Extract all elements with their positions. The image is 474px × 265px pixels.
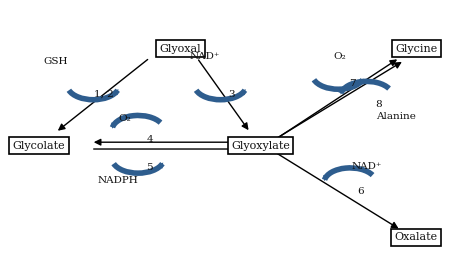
Text: 6: 6 <box>357 187 364 196</box>
Text: NAD⁺: NAD⁺ <box>190 52 220 61</box>
Text: 3: 3 <box>228 90 235 99</box>
Text: Alanine: Alanine <box>376 112 416 121</box>
Text: Oxalate: Oxalate <box>394 232 438 242</box>
Text: Glycine: Glycine <box>395 43 437 54</box>
Text: O₂: O₂ <box>118 114 131 123</box>
Text: O₂: O₂ <box>333 52 346 61</box>
Text: 4: 4 <box>146 135 153 144</box>
Text: NADPH: NADPH <box>98 176 138 185</box>
Text: Glycolate: Glycolate <box>13 141 65 151</box>
Text: Glyoxal: Glyoxal <box>160 43 201 54</box>
Text: 8: 8 <box>375 100 382 109</box>
Text: GSH: GSH <box>43 57 68 66</box>
Text: 5: 5 <box>146 164 153 173</box>
Text: Glyoxylate: Glyoxylate <box>231 141 290 151</box>
Text: 1, 2: 1, 2 <box>94 90 113 99</box>
Text: 7: 7 <box>349 80 356 89</box>
Text: NAD⁺: NAD⁺ <box>351 162 382 171</box>
